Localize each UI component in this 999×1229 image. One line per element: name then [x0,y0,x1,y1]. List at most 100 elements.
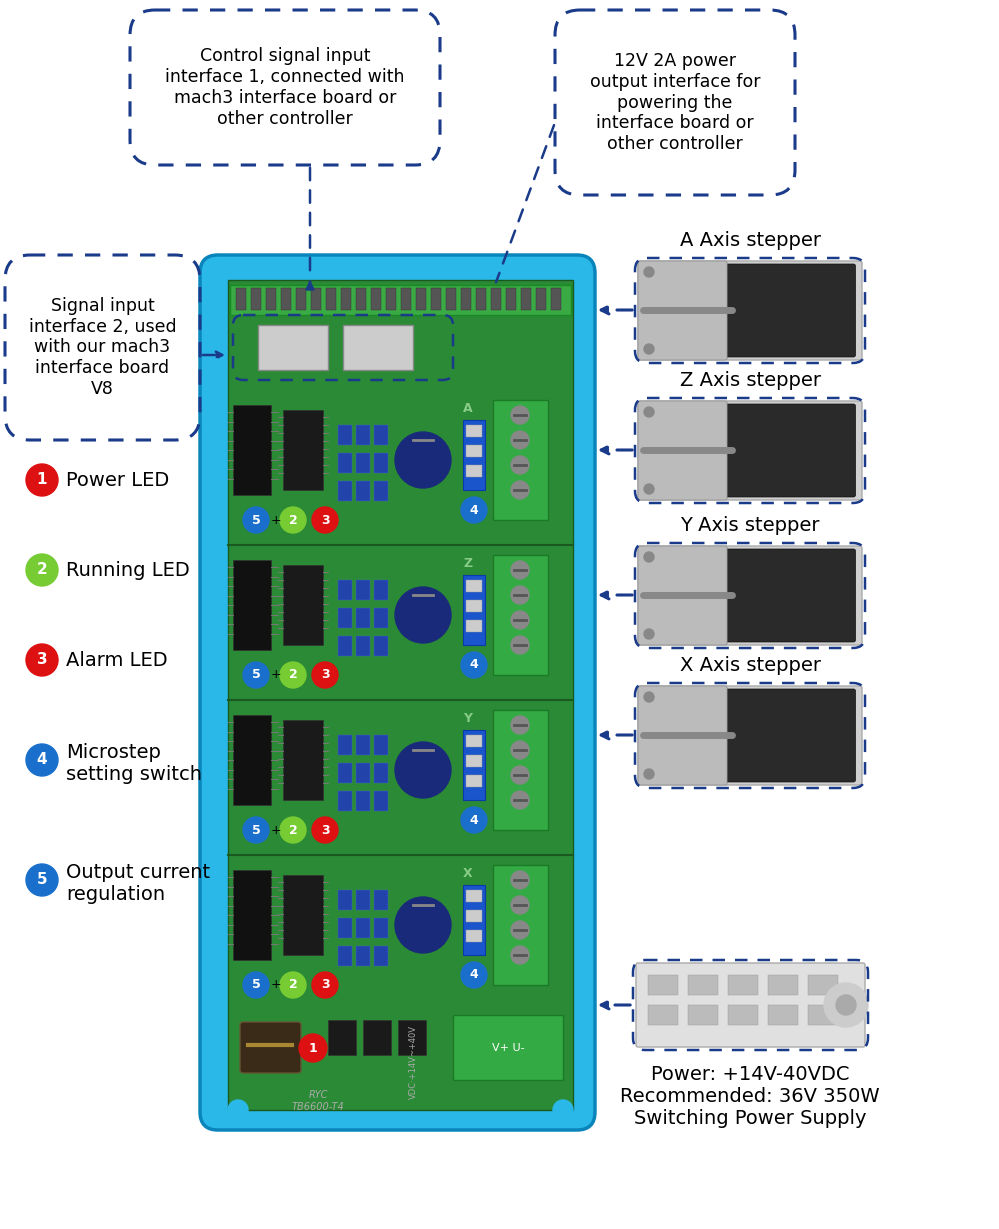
FancyBboxPatch shape [768,1005,798,1025]
Circle shape [395,897,451,952]
Circle shape [644,692,654,702]
Circle shape [243,508,269,533]
Text: 12V 2A power
output interface for
powering the
interface board or
other controll: 12V 2A power output interface for poweri… [589,52,760,154]
FancyBboxPatch shape [398,1020,426,1054]
FancyBboxPatch shape [536,288,546,310]
Text: 1: 1 [37,472,47,488]
FancyBboxPatch shape [638,261,727,360]
Text: 4: 4 [470,968,479,982]
FancyBboxPatch shape [363,1020,391,1054]
FancyBboxPatch shape [638,546,727,645]
Circle shape [26,864,58,896]
FancyBboxPatch shape [338,454,352,473]
FancyBboxPatch shape [768,975,798,995]
FancyBboxPatch shape [466,445,482,457]
FancyBboxPatch shape [648,975,678,995]
Circle shape [511,896,529,914]
Circle shape [511,921,529,939]
Circle shape [312,817,338,843]
Circle shape [511,431,529,449]
FancyBboxPatch shape [720,549,855,642]
FancyBboxPatch shape [493,556,548,675]
FancyBboxPatch shape [338,946,352,966]
FancyBboxPatch shape [463,575,485,645]
FancyBboxPatch shape [461,288,471,310]
FancyBboxPatch shape [374,481,388,501]
FancyBboxPatch shape [374,763,388,783]
Text: +: + [271,823,282,837]
Text: Y Axis stepper: Y Axis stepper [680,516,820,535]
Text: A Axis stepper: A Axis stepper [679,231,820,249]
FancyBboxPatch shape [356,735,370,755]
Text: 2: 2 [289,514,298,526]
Text: Microstep: Microstep [66,742,161,762]
Text: +: + [271,669,282,682]
Text: 5: 5 [252,823,261,837]
FancyBboxPatch shape [236,288,246,310]
Circle shape [644,769,654,779]
Text: setting switch: setting switch [66,764,202,784]
FancyBboxPatch shape [230,285,571,315]
FancyBboxPatch shape [251,288,261,310]
FancyBboxPatch shape [431,288,441,310]
FancyBboxPatch shape [356,635,370,656]
FancyBboxPatch shape [463,885,485,955]
FancyBboxPatch shape [266,288,276,310]
FancyBboxPatch shape [728,1005,758,1025]
FancyBboxPatch shape [311,288,321,310]
FancyBboxPatch shape [491,288,501,310]
FancyBboxPatch shape [386,288,396,310]
Text: V+ U-: V+ U- [492,1043,524,1053]
FancyBboxPatch shape [233,560,271,650]
Text: Z: Z [464,557,473,570]
FancyBboxPatch shape [493,865,548,984]
FancyBboxPatch shape [374,454,388,473]
FancyBboxPatch shape [374,580,388,600]
Circle shape [511,611,529,629]
FancyBboxPatch shape [466,600,482,612]
Circle shape [461,497,487,524]
FancyBboxPatch shape [338,635,352,656]
Text: +: + [271,978,282,992]
FancyBboxPatch shape [374,918,388,938]
Circle shape [26,465,58,497]
Text: 2: 2 [289,978,298,992]
Circle shape [243,972,269,998]
Circle shape [644,407,654,417]
FancyBboxPatch shape [341,288,351,310]
FancyBboxPatch shape [720,264,855,356]
FancyBboxPatch shape [338,481,352,501]
Text: X: X [464,866,473,880]
FancyBboxPatch shape [638,401,862,500]
Circle shape [299,1034,327,1062]
FancyBboxPatch shape [343,324,413,370]
Text: 5: 5 [252,978,261,992]
FancyBboxPatch shape [338,580,352,600]
Text: 1: 1 [309,1041,318,1054]
FancyBboxPatch shape [446,288,456,310]
FancyBboxPatch shape [356,791,370,811]
FancyBboxPatch shape [720,404,855,497]
FancyBboxPatch shape [356,763,370,783]
FancyBboxPatch shape [328,1020,356,1054]
FancyBboxPatch shape [356,890,370,909]
Circle shape [461,653,487,678]
FancyBboxPatch shape [728,975,758,995]
Circle shape [511,717,529,734]
FancyBboxPatch shape [688,1005,718,1025]
Circle shape [312,508,338,533]
Circle shape [511,456,529,474]
FancyBboxPatch shape [356,580,370,600]
FancyBboxPatch shape [551,288,561,310]
FancyBboxPatch shape [240,1023,301,1073]
Circle shape [26,744,58,775]
FancyBboxPatch shape [374,890,388,909]
FancyBboxPatch shape [338,918,352,938]
Circle shape [644,484,654,494]
FancyBboxPatch shape [228,280,573,1110]
FancyBboxPatch shape [338,791,352,811]
FancyBboxPatch shape [466,775,482,787]
FancyBboxPatch shape [493,710,548,830]
FancyBboxPatch shape [638,261,862,360]
FancyBboxPatch shape [374,735,388,755]
